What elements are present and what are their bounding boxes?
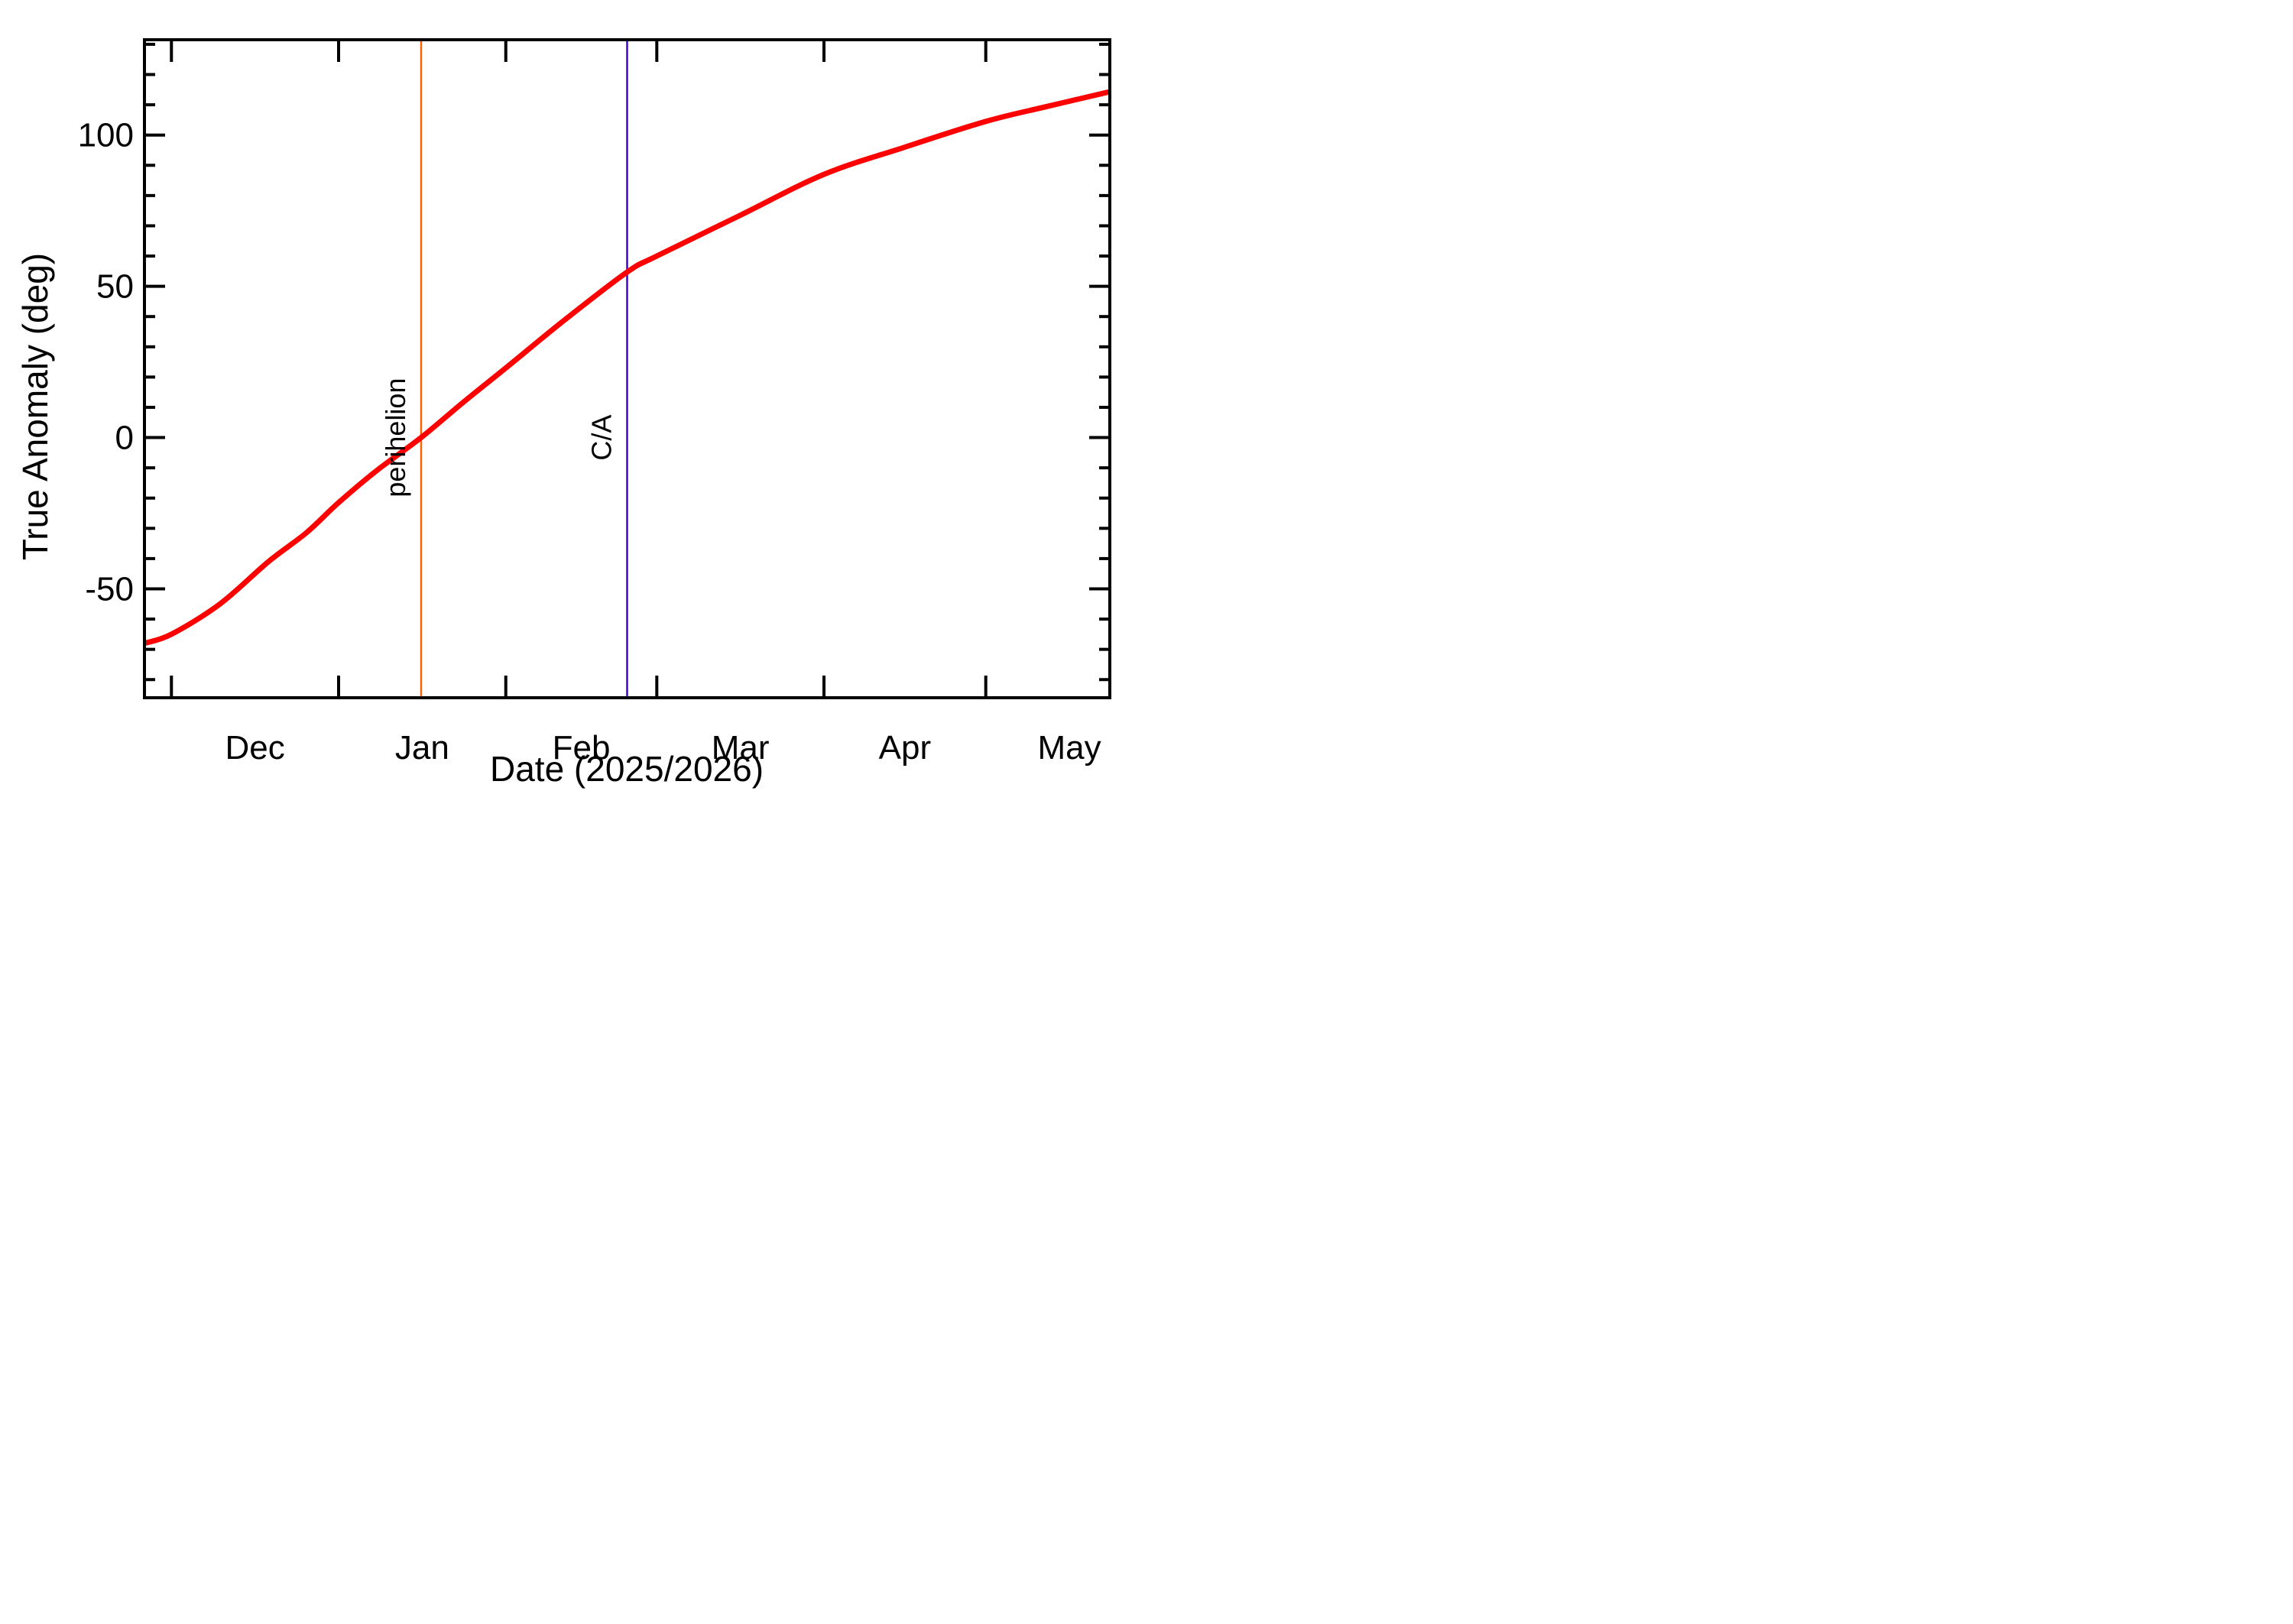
x-tick-label-mar: Mar — [712, 729, 770, 767]
axis-ticks — [144, 40, 1110, 698]
y-tick-label-100: 100 — [78, 117, 134, 154]
tick-labels: Dec Jan Feb Mar Apr May -50 0 50 100 — [78, 117, 1101, 767]
frame-rect — [143, 38, 1111, 699]
x-tick-label-dec: Dec — [225, 729, 285, 767]
perihelion-label: perihelion — [380, 378, 411, 497]
chart-canvas: Dec Jan Feb Mar Apr May -50 0 50 100 Date (2025/2… — [15, 38, 1111, 789]
true-anomaly-chart: Dec Jan Feb Mar Apr May -50 0 50 100 Date (2025/2… — [0, 0, 1146, 812]
closest-approach-label: C/A — [586, 415, 618, 461]
plot-frame — [143, 38, 1111, 699]
x-tick-label-may: May — [1038, 729, 1101, 767]
y-tick-label-50: 50 — [96, 268, 134, 306]
x-tick-label-jan: Jan — [395, 729, 449, 767]
data-curve-group — [144, 89, 1110, 647]
y-tick-label-0: 0 — [115, 420, 134, 457]
y-axis-title: True Anomaly (deg) — [15, 253, 55, 560]
x-axis-title: Date (2025/2026) — [490, 749, 764, 789]
x-tick-label-apr: Apr — [879, 729, 931, 767]
marker-lines — [420, 40, 628, 698]
y-tick-label--50: -50 — [85, 570, 134, 608]
true-anomaly-curve — [144, 89, 1110, 647]
x-tick-label-feb: Feb — [553, 729, 611, 767]
